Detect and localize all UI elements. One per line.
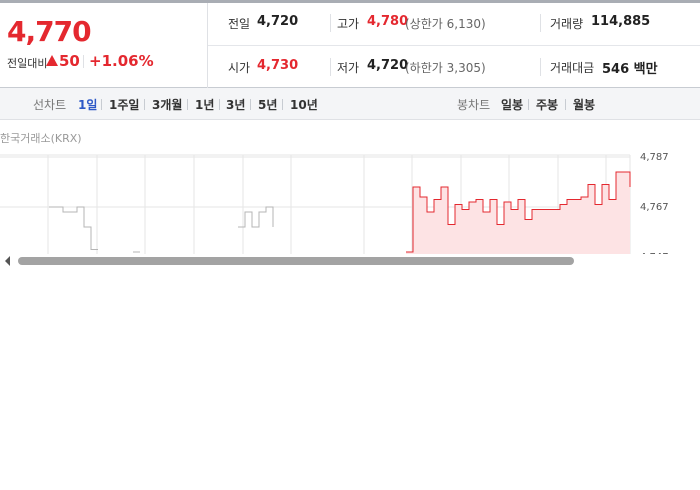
tab-sep: [565, 99, 566, 110]
price-chart: 4,787 4,767 4,747: [0, 152, 669, 254]
stat-value: 546 백만: [602, 62, 658, 77]
row-divider: [208, 45, 700, 46]
stat-label: 전일: [228, 17, 251, 31]
change: 50: [59, 52, 80, 70]
stat-value: 4,720: [367, 58, 409, 73]
tab-sep: [219, 99, 220, 110]
tab-sep: [250, 99, 251, 110]
price-line: [49, 206, 274, 253]
tab-heading: 선차트: [33, 98, 67, 112]
area: [406, 172, 630, 254]
period-tab[interactable]: 1일: [78, 98, 98, 112]
stat-label: 시가: [228, 61, 251, 75]
current-price: 4,770: [7, 15, 92, 48]
stat-label: 고가: [337, 17, 360, 31]
tab-sep: [282, 99, 283, 110]
tab-heading: 봉차트: [457, 98, 491, 112]
y-tick-label: 4,747: [640, 252, 669, 254]
scrollbar[interactable]: [18, 257, 574, 265]
tab-sep: [101, 99, 102, 110]
stat-value: 4,730: [257, 58, 299, 73]
divider: [330, 58, 331, 76]
stat-value: 4,720: [257, 14, 299, 29]
divider: [83, 55, 84, 68]
price-panel: [0, 3, 208, 88]
stat-label: 거래량: [550, 17, 584, 31]
stat-note: (하한가 3,305): [405, 61, 486, 75]
chart-tabs: [0, 88, 700, 120]
period-tab[interactable]: 5년: [258, 98, 278, 112]
period-tab[interactable]: 1년: [195, 98, 215, 112]
stat-value: 4,780: [367, 14, 409, 29]
period-tab[interactable]: 일봉: [501, 98, 524, 112]
data-source: 한국거래소(KRX): [0, 132, 82, 145]
stat-value: 114,885: [591, 14, 651, 29]
period-tab[interactable]: 3개월: [152, 98, 183, 112]
change-rate: +1.06%: [89, 52, 154, 70]
top-border: [0, 0, 700, 3]
y-tick-label: 4,767: [640, 202, 669, 213]
tab-sep: [187, 99, 188, 110]
period-tab[interactable]: 1주일: [109, 98, 140, 112]
price-line: [406, 171, 631, 253]
scroll-left[interactable]: [5, 256, 10, 266]
period-tab[interactable]: 월봉: [573, 98, 596, 112]
divider: [540, 14, 541, 32]
y-tick-label: 4,787: [640, 152, 669, 163]
stat-label: 저가: [337, 61, 360, 75]
tab-sep: [144, 99, 145, 110]
divider: [540, 58, 541, 76]
quote-header: [0, 3, 700, 88]
up-arrow: [46, 55, 58, 66]
period-tab[interactable]: 주봉: [536, 98, 559, 112]
change-label: 전일대비: [7, 57, 48, 70]
period-tab[interactable]: 3년: [226, 98, 246, 112]
period-tab[interactable]: 10년: [290, 98, 318, 112]
tab-sep: [528, 99, 529, 110]
stat-note: (상한가 6,130): [405, 17, 486, 31]
stat-label: 거래대금: [550, 61, 595, 75]
divider: [330, 14, 331, 32]
